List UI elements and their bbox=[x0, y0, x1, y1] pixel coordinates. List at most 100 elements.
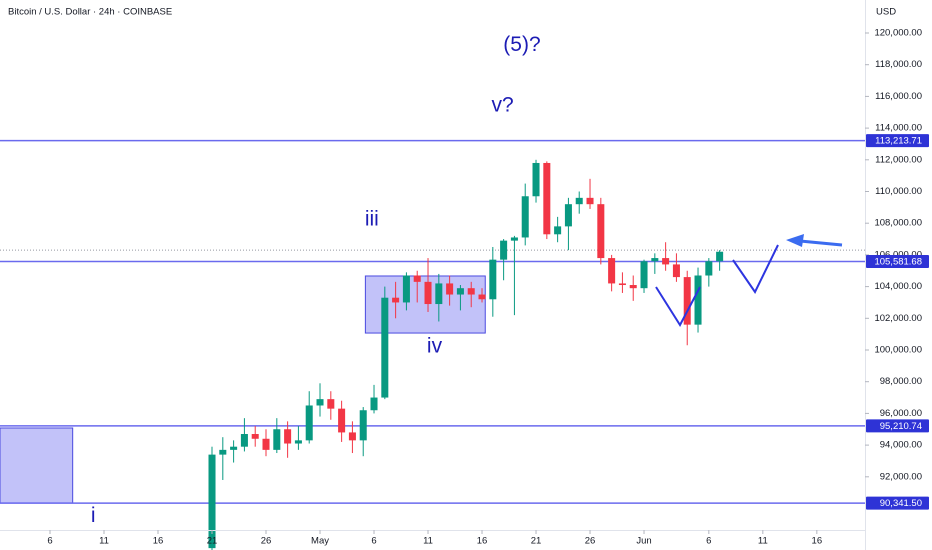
y-tick-label: 98,000.00 bbox=[880, 376, 922, 387]
candle-body bbox=[402, 275, 410, 303]
y-tick-label: 92,000.00 bbox=[880, 471, 922, 482]
candle-body bbox=[413, 275, 421, 282]
arrow-shaft bbox=[799, 239, 843, 247]
candle-body bbox=[327, 399, 335, 409]
candle-body bbox=[230, 446, 238, 450]
y-tick-label: 106,000.00 bbox=[874, 249, 922, 260]
candle-body bbox=[348, 432, 356, 441]
y-tick-label: 96,000.00 bbox=[880, 408, 922, 419]
drawn-v-line bbox=[732, 244, 779, 294]
y-tick-label: 116,000.00 bbox=[875, 91, 922, 102]
level-label: 90,341.50 bbox=[880, 498, 922, 509]
candle-body bbox=[219, 449, 227, 455]
candle-body bbox=[672, 264, 680, 278]
candle-body bbox=[381, 297, 389, 398]
candle-body bbox=[284, 429, 292, 444]
candle-body bbox=[532, 162, 540, 197]
wave-label: i bbox=[91, 504, 96, 527]
x-tick-label: 16 bbox=[812, 536, 823, 547]
level-label-box bbox=[866, 255, 929, 269]
candle-body bbox=[618, 283, 626, 286]
wave-label: iv bbox=[427, 334, 443, 357]
candle-body bbox=[392, 297, 400, 303]
candle-body bbox=[629, 285, 637, 289]
x-tick-label: 21 bbox=[531, 536, 542, 547]
x-tick-label: 16 bbox=[153, 536, 164, 547]
plot-area: (5)? v? iii iv i bbox=[0, 33, 865, 550]
candle-body bbox=[694, 275, 702, 325]
candle-body bbox=[683, 277, 691, 325]
candle-body bbox=[262, 438, 270, 450]
y-tick-label: 94,000.00 bbox=[880, 440, 922, 451]
drawn-v-line bbox=[655, 286, 701, 327]
candle-body bbox=[359, 410, 367, 441]
candle-body bbox=[575, 197, 583, 205]
candle-body bbox=[651, 258, 659, 262]
candle-body bbox=[446, 283, 454, 295]
wave-label: v? bbox=[491, 93, 513, 116]
candle-body bbox=[273, 429, 281, 450]
candle-body bbox=[456, 288, 464, 295]
chart-title: Bitcoin / U.S. Dollar · 24h · COINBASE bbox=[8, 7, 172, 18]
level-label: 113,213.71 bbox=[875, 136, 922, 147]
x-tick-label: 26 bbox=[261, 536, 272, 547]
candle-body bbox=[608, 258, 616, 284]
x-tick-label: 26 bbox=[585, 536, 596, 547]
candle-body bbox=[489, 259, 497, 300]
x-tick-label: 6 bbox=[371, 536, 376, 547]
candle-body bbox=[586, 197, 594, 205]
candle-body bbox=[521, 196, 529, 238]
y-tick-label: 108,000.00 bbox=[874, 218, 922, 229]
wave-label: (5)? bbox=[503, 33, 540, 56]
y-tick-label: 118,000.00 bbox=[875, 59, 922, 70]
x-tick-label: 6 bbox=[706, 536, 711, 547]
candle-body bbox=[662, 258, 670, 265]
candle-body bbox=[543, 162, 551, 235]
candle-body bbox=[716, 251, 724, 262]
candle-body bbox=[500, 240, 508, 260]
candle-body bbox=[640, 261, 648, 289]
y-tick-label: 112,000.00 bbox=[875, 154, 922, 165]
x-tick-label: May bbox=[311, 536, 329, 547]
level-label: 95,210.74 bbox=[880, 421, 922, 432]
x-tick-label: 11 bbox=[99, 536, 109, 547]
candle-body bbox=[316, 399, 324, 406]
y-tick-label: 100,000.00 bbox=[874, 345, 922, 356]
candle-body bbox=[435, 283, 443, 305]
candle-body bbox=[251, 434, 259, 439]
level-label: 105,581.68 bbox=[874, 257, 922, 268]
candle-body bbox=[467, 288, 475, 295]
candle-body bbox=[510, 237, 518, 241]
x-tick-label: 16 bbox=[477, 536, 488, 547]
x-tick-label: 21 bbox=[207, 536, 218, 547]
candle-body bbox=[597, 204, 605, 259]
candle-body bbox=[294, 440, 302, 444]
range-box bbox=[0, 427, 74, 504]
level-label-box bbox=[866, 134, 929, 148]
x-tick-label: Jun bbox=[636, 536, 651, 547]
wave-label: iii bbox=[365, 208, 379, 231]
candle-body bbox=[478, 294, 486, 300]
candle-body bbox=[554, 226, 562, 235]
y-tick-label: 120,000.00 bbox=[874, 28, 922, 39]
candle-body bbox=[424, 281, 432, 305]
candle-body bbox=[305, 405, 313, 441]
candle-body bbox=[370, 397, 378, 411]
candle-body bbox=[705, 261, 713, 276]
y-tick-label: 110,000.00 bbox=[875, 186, 922, 197]
x-tick-label: 11 bbox=[423, 536, 433, 547]
x-tick-label: 6 bbox=[47, 536, 52, 547]
arrow-head bbox=[786, 234, 804, 247]
y-tick-label: 102,000.00 bbox=[874, 313, 922, 324]
level-label-box bbox=[866, 419, 929, 433]
candle-body bbox=[208, 454, 216, 549]
currency-label: USD bbox=[876, 7, 896, 18]
x-tick-label: 11 bbox=[758, 536, 768, 547]
candle-body bbox=[240, 434, 248, 447]
y-tick-label: 114,000.00 bbox=[875, 123, 922, 134]
candle-body bbox=[338, 408, 346, 433]
candle-body bbox=[564, 204, 572, 227]
y-tick-label: 104,000.00 bbox=[874, 281, 922, 292]
